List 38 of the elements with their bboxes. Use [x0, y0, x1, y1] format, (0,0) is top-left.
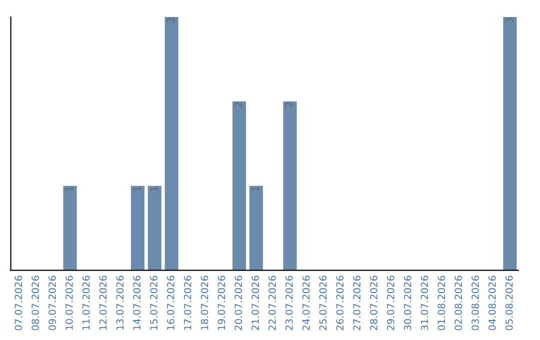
x-tick-label: 30.07.2026	[404, 276, 412, 330]
x-tick-label: 21.07.2026	[252, 276, 259, 330]
x-tick-label: 15.07.2026	[150, 276, 158, 330]
x-tick-label: 20.07.2026	[234, 276, 242, 330]
x-tick-label: 03.08.2026	[472, 276, 479, 330]
data-label: 1	[150, 186, 158, 191]
x-tick-label: 16.07.2026	[167, 276, 174, 330]
data-label: 1	[252, 186, 259, 191]
x-tick-label: 22.07.2026	[268, 276, 276, 330]
x-tick-label: 18.07.2026	[200, 276, 208, 330]
data-label: 3	[505, 18, 513, 22]
x-tick-label: 26.07.2026	[336, 276, 344, 330]
x-tick-label: 11.07.2026	[82, 276, 90, 330]
data-label: 3	[167, 18, 174, 22]
x-tick-label: 27.07.2026	[353, 276, 360, 330]
data-label: 1	[133, 186, 140, 191]
x-tick-label: 13.07.2026	[116, 276, 124, 330]
x-tick-label: 02.08.2026	[454, 276, 462, 330]
x-tick-label: 04.08.2026	[488, 276, 496, 330]
x-tick-label: 19.07.2026	[218, 276, 226, 330]
x-tick-label: 31.07.2026	[420, 276, 428, 330]
x-tick-label: 25.07.2026	[319, 276, 327, 330]
x-tick-label: 10.07.2026	[65, 276, 73, 330]
x-tick-label: 28.07.2026	[370, 276, 378, 330]
x-tick-label: 17.07.2026	[184, 276, 192, 330]
x-tick-label: 12.07.2026	[99, 276, 107, 330]
x-tick-label: 14.07.2026	[133, 276, 141, 330]
data-label: 2	[234, 102, 242, 107]
x-tick-label: 09.07.2026	[48, 276, 56, 330]
x-tick-label: 05.08.2026	[505, 276, 513, 330]
data-label: 1	[66, 186, 73, 191]
data-label: 2	[285, 102, 293, 107]
x-tick-label: 29.07.2026	[386, 276, 394, 330]
x-tick-label: 08.07.2026	[32, 276, 39, 330]
x-tick-label: 23.07.2026	[285, 276, 293, 330]
x-tick-label: 07.07.2026	[14, 276, 22, 330]
x-tick-label: 24.07.2026	[302, 276, 310, 330]
x-tick-label: 01.08.2026	[438, 276, 446, 330]
